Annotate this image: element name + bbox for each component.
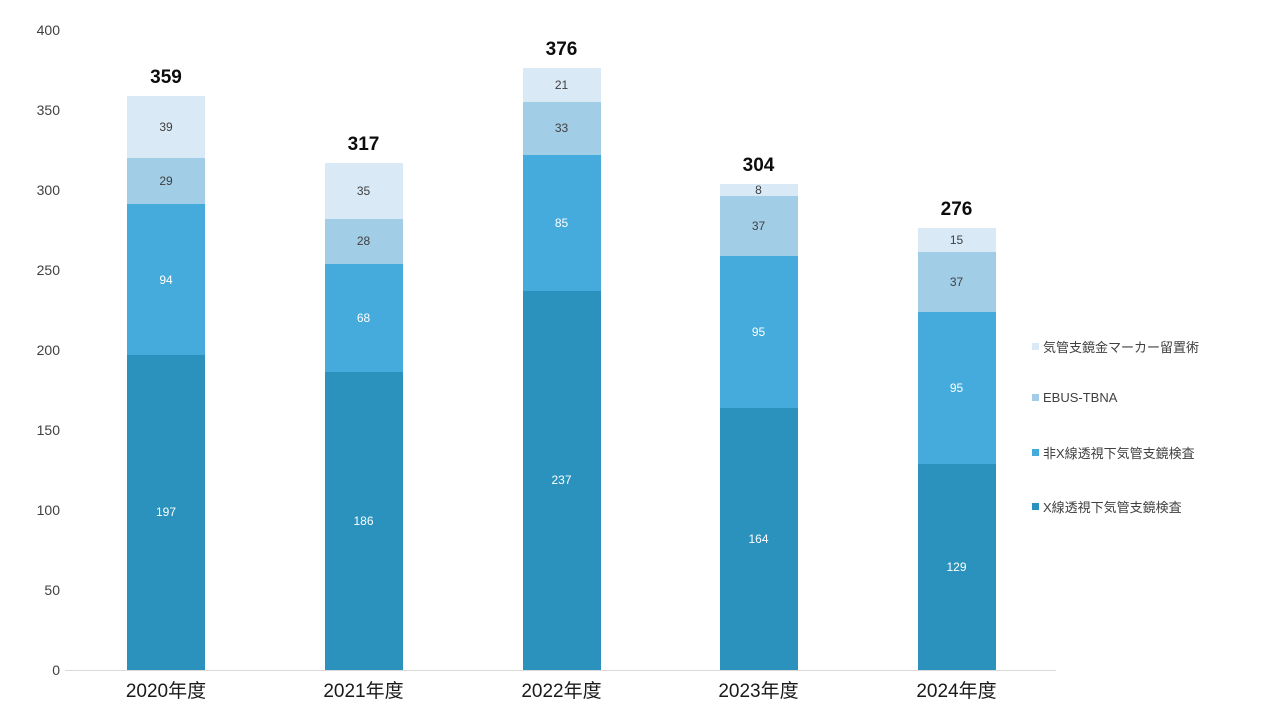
- bar-segment-気管支鏡金マーカー留置術: 8: [719, 182, 798, 197]
- segment-value-label: 68: [356, 310, 371, 325]
- segment-value-label: 129: [946, 559, 967, 574]
- segment-value-label: 237: [551, 473, 572, 488]
- x-axis-label: 2023年度: [718, 681, 799, 702]
- y-axis-tick-label: 300: [36, 182, 60, 198]
- segment-value-label: 35: [356, 183, 371, 198]
- bar-segment-EBUS-TBNA: 28: [324, 218, 403, 264]
- bar-segment-EBUS-TBNA: 33: [522, 102, 601, 155]
- legend-item-EBUS-TBNA: EBUS-TBNA: [1032, 390, 1117, 405]
- legend-label: 気管支鏡金マーカー留置術: [1043, 340, 1200, 355]
- legend-label: X線透視下気管支鏡検査: [1043, 500, 1182, 515]
- segment-value-label: 39: [159, 119, 173, 134]
- x-axis-label: 2020年度: [125, 681, 207, 702]
- bar-segment-非X線透視下気管支鏡検査: 94: [127, 204, 205, 355]
- bar-segment-X線透視下気管支鏡検査: 237: [522, 290, 601, 670]
- bar-segment-気管支鏡金マーカー留置術: 15: [917, 228, 996, 253]
- legend-swatch-icon: [1032, 394, 1039, 401]
- segment-value-label: 21: [554, 78, 569, 93]
- segment-value-label: 164: [748, 531, 769, 546]
- segment-value-label: 8: [755, 182, 762, 197]
- segment-value-label: 29: [159, 174, 173, 189]
- bar-segment-気管支鏡金マーカー留置術: 35: [324, 162, 403, 219]
- segment-value-label: 15: [949, 233, 964, 248]
- segment-value-label: 33: [554, 121, 569, 136]
- legend-swatch-icon: [1032, 449, 1039, 456]
- bar-total-label: 359: [150, 66, 182, 88]
- bar-total-label: 276: [940, 199, 973, 221]
- y-axis-tick-label: 100: [36, 502, 60, 518]
- segment-value-label: 94: [159, 272, 173, 287]
- segment-value-label: 28: [356, 234, 371, 249]
- bar-segment-非X線透視下気管支鏡検査: 95: [917, 311, 996, 464]
- bar-segment-非X線透視下気管支鏡検査: 95: [719, 255, 798, 408]
- y-axis-tick-label: 0: [52, 662, 60, 678]
- bar-segment-気管支鏡金マーカー留置術: 39: [127, 95, 205, 158]
- y-axis-tick-label: 250: [36, 262, 60, 278]
- segment-value-label: 95: [751, 324, 766, 339]
- y-axis-tick-label: 50: [44, 582, 60, 598]
- bar-segment-X線透視下気管支鏡検査: 186: [324, 372, 403, 670]
- y-axis-tick-label: 200: [36, 342, 60, 358]
- legend-label: EBUS-TBNA: [1043, 390, 1118, 405]
- segment-value-label: 95: [949, 380, 964, 395]
- y-axis-tick-label: 350: [36, 102, 60, 118]
- bar-segment-非X線透視下気管支鏡検査: 85: [522, 154, 601, 291]
- bar-segment-EBUS-TBNA: 29: [127, 158, 205, 205]
- x-axis-label: 2024年度: [916, 681, 997, 702]
- legend-swatch-icon: [1032, 503, 1039, 510]
- bar-total-label: 304: [742, 154, 775, 176]
- bar-segment-EBUS-TBNA: 37: [917, 252, 996, 312]
- segment-value-label: 197: [155, 505, 177, 520]
- bar-total-label: 376: [545, 39, 578, 61]
- x-axis-line: [65, 670, 1056, 671]
- segment-value-label: 37: [949, 274, 964, 289]
- bar-segment-X線透視下気管支鏡検査: 164: [719, 407, 798, 670]
- bar-segment-X線透視下気管支鏡検査: 129: [917, 463, 996, 670]
- legend-item-非X線透視下気管支鏡検査: 非X線透視下気管支鏡検査: [1032, 443, 1195, 462]
- segment-value-label: 37: [751, 218, 766, 233]
- legend-item-気管支鏡金マーカー留置術: 気管支鏡金マーカー留置術: [1032, 337, 1199, 356]
- bar-segment-EBUS-TBNA: 37: [719, 196, 798, 256]
- x-axis-label: 2022年度: [521, 681, 602, 702]
- segment-value-label: 186: [353, 514, 374, 529]
- legend-item-X線透視下気管支鏡検査: X線透視下気管支鏡検査: [1032, 497, 1182, 516]
- bar-segment-X線透視下気管支鏡検査: 197: [127, 354, 205, 670]
- x-axis-label: 2021年度: [323, 681, 404, 702]
- legend-swatch-icon: [1032, 343, 1039, 350]
- segment-value-label: 85: [554, 215, 569, 230]
- bar-segment-気管支鏡金マーカー留置術: 21: [522, 68, 601, 102]
- bar-segment-非X線透視下気管支鏡検査: 68: [324, 263, 403, 373]
- bar-total-label: 317: [347, 133, 380, 155]
- y-axis-tick-label: 150: [36, 422, 60, 438]
- y-axis-tick-label: 400: [36, 22, 60, 38]
- legend-label: 非X線透視下気管支鏡検査: [1043, 446, 1195, 461]
